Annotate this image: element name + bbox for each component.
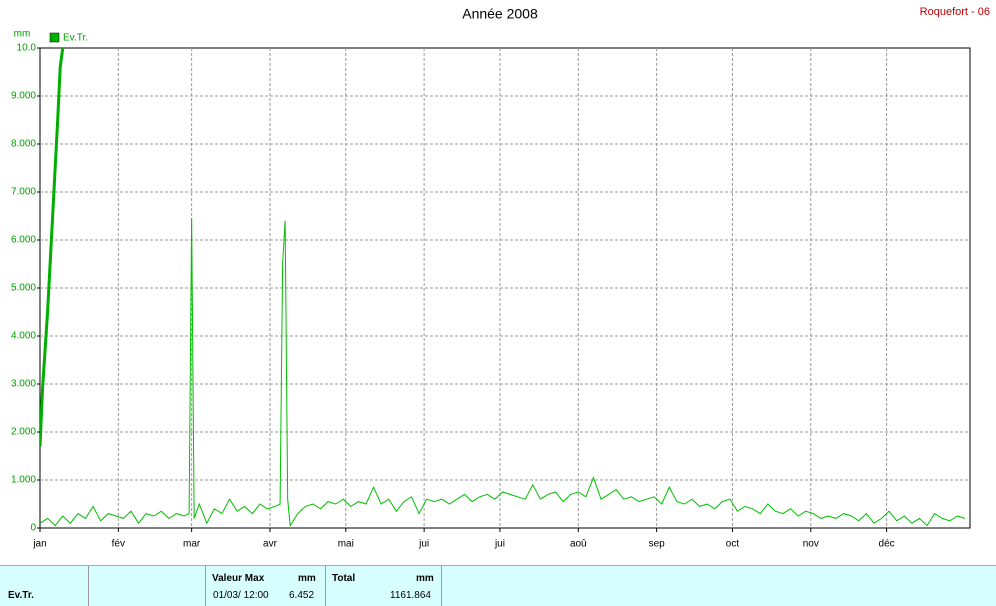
y-tick-label: 6.000: [11, 235, 36, 246]
data-line: [40, 218, 966, 528]
max-label: Valeur Max: [212, 573, 265, 584]
max-date: 01/03/ 12:00: [213, 590, 269, 601]
x-tick-label: aoû: [570, 539, 587, 550]
total-unit: mm: [416, 573, 434, 584]
x-tick-label: avr: [263, 539, 278, 550]
y-tick-label: 9.000: [11, 91, 36, 102]
y-tick-label: 8.000: [11, 139, 36, 150]
legend-label: Ev.Tr.: [63, 33, 88, 44]
max-value: 6.452: [289, 590, 315, 601]
station-label: Roquefort - 06: [920, 6, 990, 18]
chart-title: Année 2008: [462, 6, 538, 22]
x-tick-label: déc: [879, 539, 895, 550]
y-unit: mm: [14, 29, 31, 40]
x-tick-label: sep: [649, 539, 666, 550]
x-tick-label: mar: [183, 539, 201, 550]
y-tick-label: 10.0: [17, 43, 37, 54]
y-tick-label: 1.000: [11, 475, 36, 486]
total-value: 1161.864: [390, 590, 431, 601]
y-tick-label: 3.000: [11, 379, 36, 390]
x-tick-label: jui: [494, 539, 505, 550]
data-line: [40, 48, 65, 447]
y-tick-label: 2.000: [11, 427, 36, 438]
x-tick-label: oct: [726, 539, 740, 550]
x-tick-label: fév: [112, 539, 125, 550]
x-tick-label: jan: [32, 539, 46, 550]
y-tick-label: 0: [30, 523, 36, 534]
y-tick-label: 4.000: [11, 331, 36, 342]
y-tick-label: 5.000: [11, 283, 36, 294]
total-label: Total: [332, 573, 356, 584]
legend-swatch: [49, 32, 60, 43]
footer-table: Ev.Tr. Valeur Max mm 01/03/ 12:00 6.452 …: [0, 565, 996, 606]
y-tick-label: 7.000: [11, 187, 36, 198]
row-label: Ev.Tr.: [8, 590, 34, 601]
max-unit: mm: [298, 573, 316, 584]
x-tick-label: nov: [803, 539, 819, 550]
chart: Année 2008 Roquefort - 06 mm Ev.Tr. 0 1.0…: [11, 6, 990, 550]
x-tick-label: jui: [418, 539, 429, 550]
x-tick-label: mai: [338, 539, 354, 550]
